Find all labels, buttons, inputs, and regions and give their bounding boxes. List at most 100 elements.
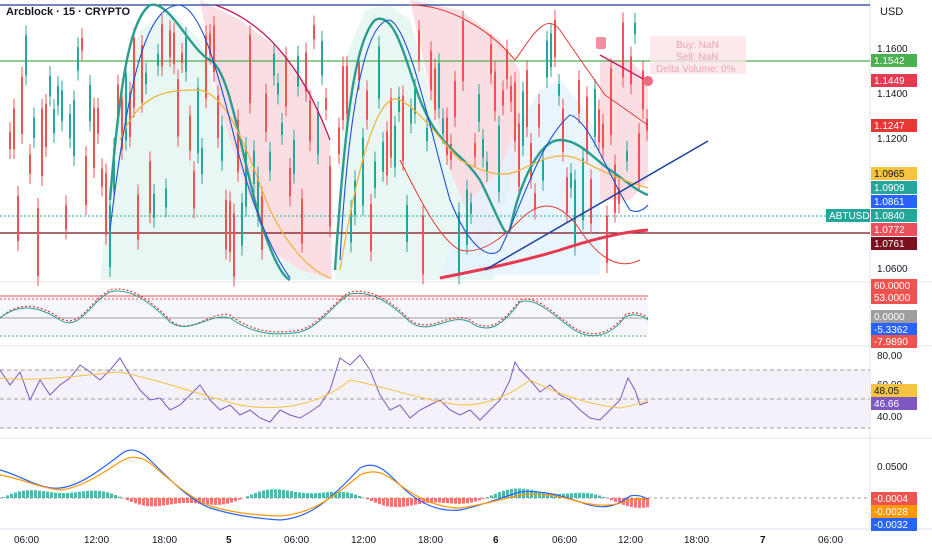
time-tick: 06:00 <box>14 535 39 546</box>
currency-label[interactable]: USD <box>880 6 904 18</box>
ma-teal-line <box>108 3 291 282</box>
candle-body <box>410 108 412 124</box>
value-badge-bg <box>871 223 917 236</box>
macd-bar <box>46 491 49 498</box>
price-tick: 1.1600 <box>877 44 908 55</box>
macd-bar <box>30 490 33 498</box>
value-badge: 46.66 <box>874 399 899 410</box>
macd-badges: -0.0004 -0.0028 -0.0032 <box>871 492 917 531</box>
macd-bar <box>602 496 605 498</box>
macd-bar <box>74 492 77 498</box>
macd-bar <box>94 490 97 498</box>
macd-bar <box>578 492 581 498</box>
value-badge-bg <box>871 279 917 292</box>
macd-bar <box>526 489 529 498</box>
symbol-title[interactable]: Arcblock · 15 · CRYPTO <box>6 6 131 18</box>
macd-bar <box>486 497 489 498</box>
trend-line[interactable] <box>484 140 709 271</box>
time-tick: 12:00 <box>351 535 376 546</box>
price-tick: 1.1200 <box>877 134 908 145</box>
macd-bar <box>446 498 449 504</box>
macd-bar <box>358 495 361 498</box>
candle-body <box>185 37 187 72</box>
macd-bar <box>258 491 261 498</box>
macd-bar <box>582 492 585 498</box>
macd-bar <box>166 498 169 505</box>
stoch-main-line <box>0 290 649 337</box>
candle-body <box>81 38 83 51</box>
star-marker-icon[interactable] <box>643 76 653 86</box>
candle-body <box>237 119 239 172</box>
candle-body <box>289 167 291 197</box>
macd-bar <box>506 489 509 498</box>
time-axis[interactable]: 06:00 12:00 18:00 5 06:00 12:00 18:00 6 06:00 12:… <box>14 535 843 546</box>
macd-bar <box>410 498 413 506</box>
time-tick: 18:00 <box>418 535 443 546</box>
candle-body <box>354 180 356 216</box>
macd-bar <box>542 492 545 498</box>
macd-bar <box>42 491 45 498</box>
candle-body <box>165 188 167 208</box>
candle-body <box>101 168 103 187</box>
value-badge-bg <box>871 237 917 250</box>
candle-body <box>506 49 508 80</box>
candle-body <box>329 165 331 227</box>
macd-bar <box>354 494 357 498</box>
candle-body <box>233 213 235 277</box>
time-tick: 18:00 <box>152 535 177 546</box>
candle-body <box>9 132 11 150</box>
candle-body <box>217 95 219 138</box>
candle-body <box>630 56 632 85</box>
candle-body <box>590 179 592 224</box>
macd-bar <box>386 498 389 507</box>
macd-bar <box>370 498 373 502</box>
macd-bar <box>338 491 341 498</box>
candle-body <box>586 96 588 155</box>
ma-teal-line <box>333 17 649 271</box>
candle-body <box>522 91 524 146</box>
macd-bar <box>286 490 289 498</box>
candle-body <box>474 143 476 157</box>
value-badge: 1.0840 <box>874 211 905 222</box>
macd-bar <box>614 498 617 502</box>
time-tick: 12:00 <box>618 535 643 546</box>
value-badge-bg <box>871 335 917 348</box>
macd-bar <box>402 498 405 507</box>
macd-bar <box>438 498 441 503</box>
candle-body <box>69 114 71 139</box>
candle-body <box>566 177 568 213</box>
macd-bar <box>22 490 25 498</box>
macd-bar <box>618 498 621 504</box>
macd-bar <box>230 498 233 503</box>
signal-marker[interactable] <box>596 37 606 49</box>
macd-bar <box>118 496 121 498</box>
macd-bar <box>326 492 329 498</box>
macd-bar <box>570 493 573 498</box>
candle-body <box>61 90 63 122</box>
macd-bar <box>290 491 293 498</box>
value-badge: 1.1542 <box>874 56 905 67</box>
candle-body <box>153 193 155 218</box>
value-badge-bg <box>871 310 917 323</box>
macd-bar <box>374 498 377 503</box>
price-tick: 1.1400 <box>877 89 908 100</box>
candle-body <box>157 53 159 66</box>
candle-body <box>530 143 532 179</box>
candle-body <box>249 35 251 104</box>
value-badge-bg <box>871 195 917 208</box>
value-badge-bg <box>871 384 917 397</box>
ma-orange-line <box>339 98 649 271</box>
value-badge-bg <box>871 518 917 531</box>
macd-bar <box>630 498 633 508</box>
candle-body <box>189 115 191 151</box>
band-blue-line <box>109 4 291 279</box>
macd-bar <box>202 498 205 505</box>
macd-bar <box>494 493 497 498</box>
candle-body <box>293 139 295 174</box>
value-badge: 1.1449 <box>874 76 905 87</box>
tooltip-buy: Buy: NaN <box>676 40 719 51</box>
candle-body <box>309 100 311 142</box>
volume-tooltip <box>650 36 746 74</box>
